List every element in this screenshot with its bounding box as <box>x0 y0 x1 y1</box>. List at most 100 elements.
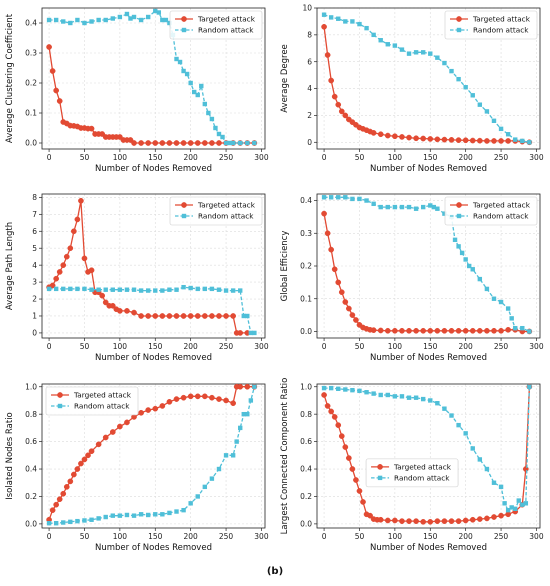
data-point <box>124 308 130 314</box>
data-point <box>331 414 338 420</box>
data-point <box>187 313 194 319</box>
data-point <box>491 138 497 144</box>
data-point <box>187 140 194 146</box>
y-tick-label: 0.1 <box>25 109 37 118</box>
data-point <box>331 266 338 273</box>
legend-marker <box>181 16 187 22</box>
y-tick-label: 0.0 <box>25 139 37 148</box>
data-point <box>194 393 201 400</box>
legend: Targeted attack Random attack <box>444 196 538 226</box>
data-point <box>209 476 215 481</box>
y-tick-label: 0.4 <box>300 465 312 474</box>
y-tick-label: 8 <box>32 193 37 202</box>
legend-label: Random attack <box>198 26 254 35</box>
data-point <box>195 92 200 98</box>
data-point <box>336 16 341 21</box>
series-targeted <box>46 44 258 146</box>
data-point <box>61 286 66 292</box>
data-point <box>353 317 359 323</box>
legend-marker <box>57 403 63 409</box>
x-tick-label: 100 <box>113 342 128 351</box>
data-point <box>360 499 366 505</box>
data-point <box>384 132 391 139</box>
data-point <box>434 327 441 334</box>
data-point <box>124 419 130 426</box>
data-point <box>342 299 349 305</box>
data-point <box>138 512 144 517</box>
data-point <box>392 517 398 524</box>
y-tick-label: 0.0 <box>25 519 37 528</box>
data-point <box>364 25 369 31</box>
data-point <box>513 325 518 331</box>
data-point <box>420 396 426 402</box>
data-point <box>188 80 193 86</box>
data-point <box>505 138 511 144</box>
data-point <box>188 285 193 291</box>
data-point <box>192 89 197 95</box>
data-point <box>53 521 59 526</box>
data-point <box>399 518 405 524</box>
data-point <box>180 394 187 401</box>
x-axis-label: Number of Nodes Removed <box>370 543 487 553</box>
x-tick-label: 250 <box>219 532 234 541</box>
data-point <box>321 392 327 398</box>
y-tick-label: 0.4 <box>25 465 37 474</box>
data-point <box>74 216 81 223</box>
data-point <box>336 195 341 200</box>
data-point <box>513 137 518 142</box>
legend-marker <box>456 202 462 208</box>
y-tick-label: 0.0 <box>300 327 312 336</box>
data-point <box>324 52 331 58</box>
x-tick-label: 200 <box>459 153 474 162</box>
data-point <box>356 488 363 494</box>
data-point <box>476 137 483 144</box>
y-tick-label: 0.2 <box>25 79 37 88</box>
data-point <box>213 125 218 131</box>
data-point <box>163 17 169 23</box>
data-point <box>145 288 151 293</box>
x-tick-label: 250 <box>494 532 509 541</box>
data-point <box>455 518 462 524</box>
data-point <box>321 195 327 200</box>
legend-label: Targeted attack <box>472 15 531 24</box>
data-point <box>502 501 507 506</box>
data-point <box>498 299 504 305</box>
data-point <box>109 429 116 435</box>
data-point <box>463 85 468 90</box>
data-point <box>49 507 56 514</box>
data-point <box>413 518 419 524</box>
data-point <box>484 138 490 144</box>
data-point <box>371 32 376 38</box>
data-point <box>384 327 391 334</box>
data-point <box>230 288 236 293</box>
y-axis-label: Largest Connected Component Ratio <box>280 378 290 535</box>
data-point <box>321 385 327 391</box>
data-point <box>95 441 102 448</box>
x-tick-label: 0 <box>47 532 52 541</box>
data-point <box>56 269 63 275</box>
data-point <box>357 21 362 27</box>
chart-panel: 0 50 100 150 200 250 300 0 1 2 3 4 5 6 7 8 Number of Nod… <box>5 193 269 363</box>
legend-box <box>444 10 538 40</box>
data-point <box>153 8 158 14</box>
data-point <box>527 329 532 334</box>
y-tick-label: 6 <box>32 227 37 236</box>
data-point <box>131 309 137 316</box>
data-point <box>187 393 194 400</box>
data-point <box>442 406 447 411</box>
data-point <box>476 327 483 334</box>
chart-panel: 0 50 100 150 200 250 300 0 2 4 6 8 10 Number of Nodes… <box>280 4 544 174</box>
data-point <box>370 130 377 136</box>
data-point <box>520 325 525 331</box>
data-point <box>181 68 186 74</box>
y-axis-label: Isolated Nodes Ratio <box>5 412 15 500</box>
data-point <box>420 204 426 210</box>
data-point <box>406 51 412 56</box>
data-point <box>49 68 56 74</box>
data-point <box>49 282 56 289</box>
legend-label: Targeted attack <box>197 15 256 24</box>
data-point <box>201 140 208 146</box>
legend-marker <box>181 213 187 219</box>
data-point <box>103 287 108 292</box>
data-point <box>434 518 441 524</box>
